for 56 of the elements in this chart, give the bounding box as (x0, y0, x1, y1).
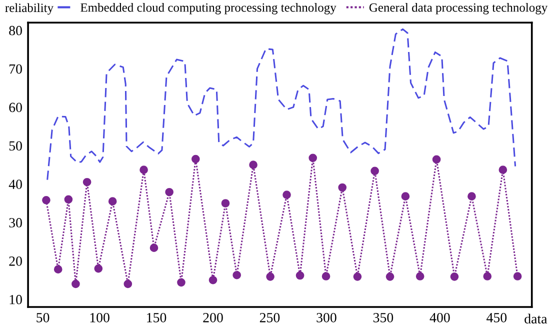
point (249, 160, 258, 169)
point (483, 272, 492, 280)
point (308, 154, 318, 162)
y-tick-label: 80 (9, 26, 22, 36)
legend-label: Embedded cloud computing processing technology (80, 2, 336, 14)
point (191, 154, 200, 164)
point (338, 183, 347, 192)
point (266, 272, 274, 281)
line-series (46, 28, 516, 181)
point (282, 190, 291, 199)
y-tick-label: 60 (9, 102, 22, 112)
point (353, 272, 362, 281)
point (108, 197, 117, 206)
x-axis-title: data (524, 314, 548, 324)
x-tick-label: 250 (260, 312, 280, 322)
point (82, 178, 92, 186)
point (208, 276, 218, 284)
point (498, 166, 508, 174)
y-axis-title: reliability (5, 3, 54, 15)
point (72, 280, 80, 288)
point (150, 244, 158, 252)
point (165, 188, 174, 196)
point (370, 166, 379, 176)
y-tick-label: 30 (9, 218, 22, 228)
point (221, 199, 230, 208)
point (177, 278, 186, 287)
y-tick-label: 70 (10, 64, 22, 74)
point (386, 272, 394, 281)
x-tick-label: 400 (430, 312, 450, 322)
y-tick-label: 10 (10, 294, 22, 304)
point (94, 264, 103, 273)
point (232, 270, 241, 280)
point (140, 166, 148, 174)
y-tick-label: 20 (9, 256, 22, 266)
x-tick-label: 450 (486, 312, 507, 322)
point (450, 272, 459, 281)
x-tick-label: 200 (203, 312, 223, 322)
point (432, 155, 441, 164)
point (124, 280, 132, 288)
x-tick-label: 300 (316, 312, 336, 322)
x-tick-label: 50 (36, 312, 50, 322)
legend-label: General data processing technology (369, 2, 548, 14)
point (401, 192, 410, 200)
point (322, 272, 330, 280)
x-tick-label: 150 (147, 312, 166, 322)
point (54, 265, 62, 274)
x-tick-label: 350 (373, 312, 394, 322)
point (513, 272, 522, 280)
x-tick-label: 100 (90, 312, 110, 322)
y-tick-label: 40 (8, 180, 22, 189)
point (468, 192, 476, 200)
point (42, 196, 50, 204)
point (296, 271, 304, 280)
point (416, 272, 424, 280)
y-tick-label: 50 (9, 141, 22, 151)
point (64, 195, 73, 204)
